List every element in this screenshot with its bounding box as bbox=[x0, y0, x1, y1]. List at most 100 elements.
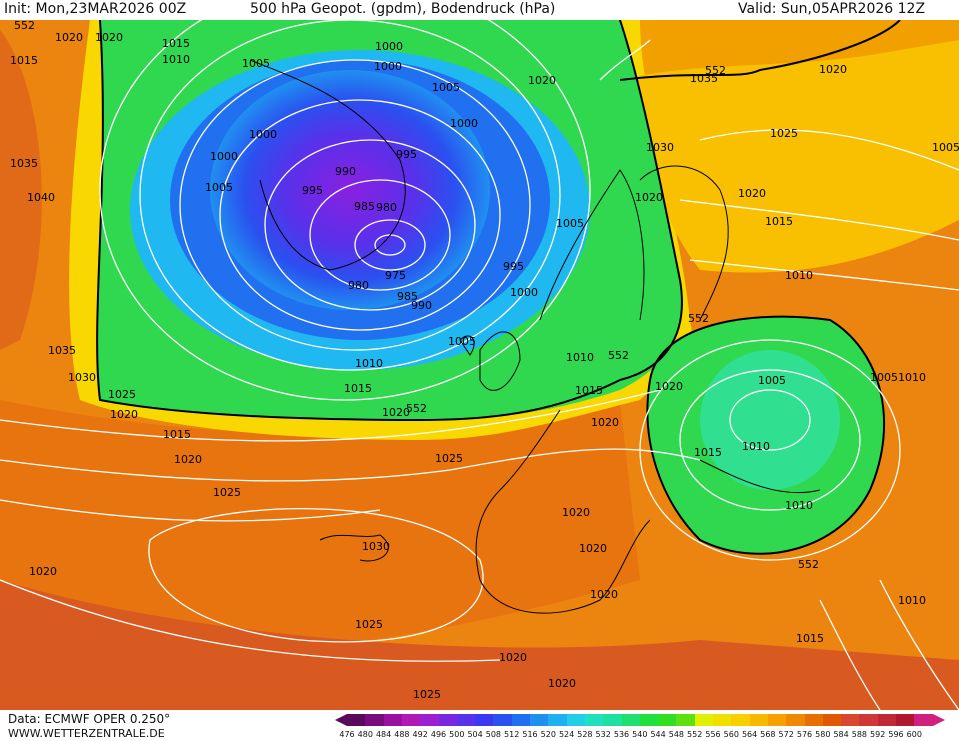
isobar-label: 980 bbox=[376, 201, 397, 214]
colorbar-swatch bbox=[822, 714, 842, 726]
yellow-east bbox=[620, 40, 959, 273]
isobar-label: 1020 bbox=[590, 588, 618, 601]
colorbar-swatch bbox=[401, 714, 421, 726]
colorbar-label: 496 bbox=[430, 730, 447, 739]
height-labels: 552 552 552 552 552 552 bbox=[14, 20, 819, 571]
colorbar-label: 540 bbox=[632, 730, 648, 739]
low-core bbox=[210, 70, 490, 310]
height-label-552: 552 bbox=[798, 558, 819, 571]
isobar-label: 1005 bbox=[448, 335, 476, 348]
isobar-label: 1015 bbox=[694, 446, 722, 459]
isobar-label: 1000 bbox=[450, 117, 478, 130]
orange-band-south bbox=[0, 400, 640, 662]
colorbar-label: 500 bbox=[449, 730, 465, 739]
isobar-label: 1035 bbox=[690, 72, 718, 85]
isobar-label: 1005 bbox=[932, 141, 959, 154]
isobar-label: 1000 bbox=[510, 286, 538, 299]
isobar-label: 1020 bbox=[499, 651, 527, 664]
height-label-552: 552 bbox=[705, 64, 726, 77]
red-band-south bbox=[0, 580, 959, 710]
colorbar-arrow-right bbox=[932, 714, 945, 726]
weather-map: 552 552 552 552 552 552 1020 1020 1015 1… bbox=[0, 20, 959, 710]
isobar-label: 1020 bbox=[110, 408, 138, 421]
colorbar-label: 516 bbox=[522, 730, 538, 739]
isobar-label: 1005 bbox=[432, 81, 460, 94]
colorbar-label: 560 bbox=[723, 730, 739, 739]
isobar-label: 995 bbox=[396, 148, 417, 161]
isobar-label: 1025 bbox=[770, 127, 798, 140]
colorbar-label: 544 bbox=[650, 730, 666, 739]
colorbar-label: 556 bbox=[705, 730, 721, 739]
colorbar-label: 584 bbox=[833, 730, 849, 739]
isobar-label: 1010 bbox=[898, 371, 926, 384]
colorbar-swatch bbox=[548, 714, 568, 726]
isobar-label: 985 bbox=[397, 290, 418, 303]
colorbar-label: 532 bbox=[595, 730, 611, 739]
isobar-label: 1020 bbox=[548, 677, 576, 690]
isobar-label: 1020 bbox=[95, 31, 123, 44]
contour-552-north bbox=[619, 20, 901, 81]
colorbar-swatch bbox=[713, 714, 732, 726]
colorbar-swatch bbox=[584, 714, 604, 726]
colorbar-swatch bbox=[676, 714, 696, 726]
isobar-label: 1020 bbox=[635, 191, 663, 204]
colorbar-swatch bbox=[621, 714, 641, 726]
isobar-label: 1025 bbox=[355, 618, 383, 631]
colorbar-swatch bbox=[749, 714, 769, 726]
isobar-label: 1000 bbox=[375, 40, 403, 53]
isobar-label: 1015 bbox=[10, 54, 38, 67]
colorbar-swatch bbox=[767, 714, 787, 726]
orange-band-north bbox=[0, 20, 959, 140]
height-label-552: 552 bbox=[688, 312, 709, 325]
isobar-label: 985 bbox=[354, 200, 375, 213]
isobar-label: 1020 bbox=[579, 542, 607, 555]
colorbar-label: 592 bbox=[870, 730, 886, 739]
colorbar-label: 520 bbox=[540, 730, 556, 739]
colorbar-label: 528 bbox=[577, 730, 593, 739]
isobar-label: 1000 bbox=[210, 150, 238, 163]
isobar-label: 1020 bbox=[174, 453, 202, 466]
isobar-label: 1000 bbox=[249, 128, 277, 141]
colorbar-swatch bbox=[603, 714, 622, 726]
colorbar-label: 480 bbox=[357, 730, 373, 739]
colorbar-label: 596 bbox=[888, 730, 904, 739]
colorbar-swatch bbox=[566, 714, 586, 726]
isobar-label: 1015 bbox=[162, 37, 190, 50]
colorbar-label: 524 bbox=[558, 730, 575, 739]
isobar-label: 1015 bbox=[765, 215, 793, 228]
isobar-label: 1025 bbox=[108, 388, 136, 401]
colorbar-swatch bbox=[841, 714, 860, 726]
colorbar: 476 480 484 488 492 496 500 504 508 512 516 520 524 5… bbox=[335, 712, 955, 740]
colorbar-label: 548 bbox=[668, 730, 685, 739]
colorbar-swatch bbox=[859, 714, 879, 726]
isobar-label: 990 bbox=[411, 299, 432, 312]
isobar-label: 1010 bbox=[162, 53, 190, 66]
colorbar-label: 504 bbox=[467, 730, 483, 739]
isobar-label: 1020 bbox=[29, 565, 57, 578]
colorbar-swatch bbox=[694, 714, 714, 726]
colorbar-swatch bbox=[896, 714, 915, 726]
height-label-552: 552 bbox=[14, 20, 35, 32]
isobar-label: 1005 bbox=[556, 217, 584, 230]
coastlines bbox=[249, 59, 821, 614]
height-label-552: 552 bbox=[608, 349, 629, 362]
isobar-label: 1030 bbox=[68, 371, 96, 384]
colorbar-label: 588 bbox=[851, 730, 868, 739]
colorbar-swatch bbox=[804, 714, 824, 726]
colorbar-label: 512 bbox=[504, 730, 520, 739]
warm-west bbox=[0, 30, 42, 350]
colorbar-swatch bbox=[475, 714, 494, 726]
colorbar-label: 572 bbox=[778, 730, 794, 739]
isobar-label: 1020 bbox=[528, 74, 556, 87]
isobar-label: 1035 bbox=[48, 344, 76, 357]
colorbar-label: 576 bbox=[796, 730, 813, 739]
colorbar-label: 564 bbox=[741, 730, 758, 739]
isobar-label: 1005 bbox=[870, 371, 898, 384]
isobar-label: 1015 bbox=[575, 384, 603, 397]
colorbar-swatch bbox=[639, 714, 659, 726]
init-time: Init: Mon,23MAR2026 00Z bbox=[4, 1, 187, 17]
isobar-label: 1010 bbox=[742, 440, 770, 453]
colorbar-swatch bbox=[383, 714, 403, 726]
isobar-label: 1010 bbox=[785, 269, 813, 282]
colorbar-label: 552 bbox=[687, 730, 703, 739]
